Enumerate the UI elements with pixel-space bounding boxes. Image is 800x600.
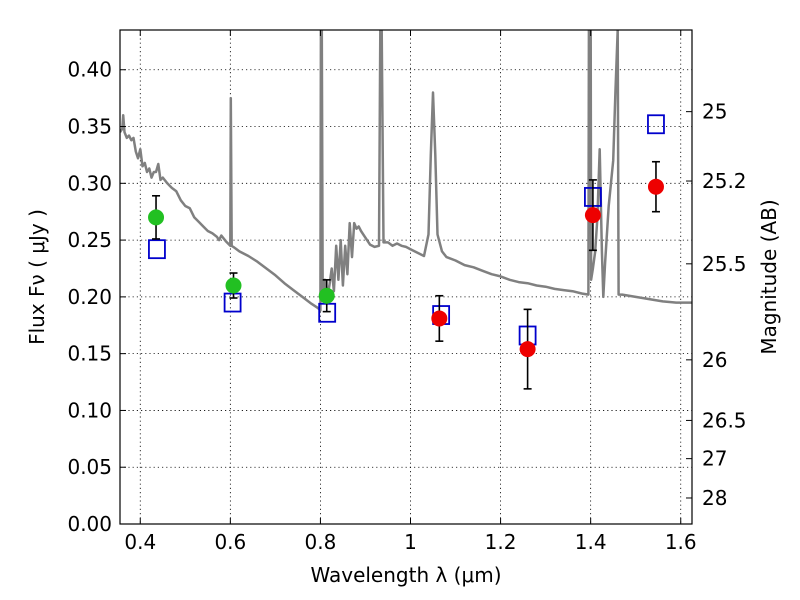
x-tick-label: 1 [404, 530, 417, 554]
y2-tick-label: 25.2 [702, 169, 747, 193]
plot-area [120, 30, 692, 390]
x-tick-label: 1.4 [575, 530, 607, 554]
red-data-point [647, 178, 664, 195]
red-data-point [431, 310, 448, 327]
y2-tick-label: 27 [702, 447, 727, 471]
x-tick-label: 1.6 [665, 530, 697, 554]
green-data-point [148, 209, 165, 226]
spectrum-line [120, 30, 692, 312]
plot-frame [119, 29, 693, 525]
x-tick-label: 1.2 [485, 530, 517, 554]
y-tick-label: 0.05 [67, 455, 112, 479]
y-tick-label: 0.35 [67, 115, 112, 139]
green-data-point [318, 287, 335, 304]
model-square-marker [148, 239, 166, 260]
y-tick-label: 0.15 [67, 342, 112, 366]
y2-tick-label: 28 [702, 486, 727, 510]
x-tick-label: 0.8 [305, 530, 337, 554]
red-data-point [519, 341, 536, 358]
y2-tick-label: 25.5 [702, 252, 747, 276]
model-square-marker [223, 292, 242, 313]
y2-tick-label: 26 [702, 348, 727, 372]
y2-axis-label: Magnitude (AB) [757, 199, 781, 354]
y-tick-label: 0.10 [67, 398, 112, 422]
red-data-point [584, 207, 601, 224]
axes-ticks: 0.4 0.6 0.8 1 1.2 1.4 1.6 0.00 0.05 0.10 0.15 0.20 0… [67, 30, 747, 554]
x-tick-label: 0.6 [214, 530, 246, 554]
grid [120, 30, 692, 525]
y-tick-label: 0.40 [67, 58, 112, 82]
model-square-marker [647, 114, 665, 135]
y2-tick-label: 26.5 [702, 408, 747, 432]
x-tick-label: 0.4 [124, 530, 156, 554]
green-data-point [225, 277, 242, 294]
y-tick-label: 0.20 [67, 285, 112, 309]
y-tick-label: 0.30 [67, 171, 112, 195]
y-tick-label: 0.00 [67, 512, 112, 536]
y2-tick-label: 25 [702, 100, 727, 124]
y-axis-label: Flux Fν ( μJy ) [25, 209, 49, 345]
y-tick-label: 0.25 [67, 228, 112, 252]
x-axis-label: Wavelength λ (μm) [310, 563, 501, 587]
